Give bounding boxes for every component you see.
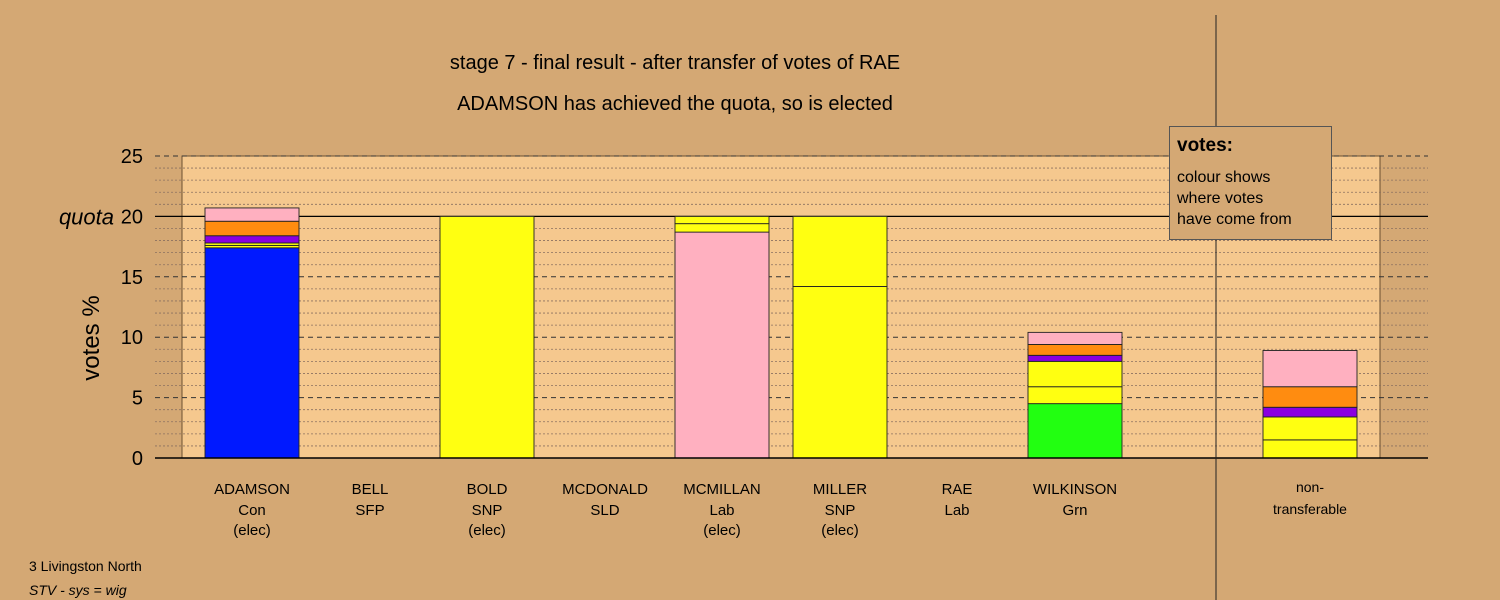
y-tick-label: 25 bbox=[121, 146, 143, 168]
y-tick-label: 15 bbox=[121, 267, 143, 289]
legend-line: have come from bbox=[1177, 211, 1292, 228]
bar-segment bbox=[204, 247, 300, 459]
legend-line: colour shows bbox=[1177, 169, 1271, 186]
category-party-label: Con bbox=[238, 502, 266, 519]
bar-segment bbox=[674, 223, 770, 233]
bar-segment bbox=[1262, 386, 1358, 408]
category-name-label: RAE bbox=[942, 481, 973, 498]
bar-segment bbox=[1262, 406, 1358, 418]
category-party-label: SNP bbox=[472, 502, 503, 519]
chart-subtitle: ADAMSON has achieved the quota, so is el… bbox=[457, 93, 893, 115]
category-status-label: (elec) bbox=[703, 522, 741, 539]
category-name-label: MCMILLAN bbox=[683, 481, 761, 498]
bar-segment bbox=[1027, 386, 1123, 405]
system-label: STV - sys = wig bbox=[29, 582, 127, 598]
legend-line: where votes bbox=[1177, 190, 1264, 207]
category-party-label: Grn bbox=[1062, 502, 1087, 519]
bar-segment bbox=[1027, 403, 1123, 459]
category-party-label: SNP bbox=[825, 502, 856, 519]
ward-label: 3 Livingston North bbox=[29, 558, 142, 574]
category-party-label: SFP bbox=[355, 502, 384, 519]
category-party-label: Lab bbox=[709, 502, 734, 519]
legend-title: votes: bbox=[1177, 135, 1233, 156]
bar-segment bbox=[792, 286, 888, 459]
bar-segment bbox=[204, 235, 300, 244]
bar-segment bbox=[204, 220, 300, 237]
bar-segment bbox=[792, 215, 888, 287]
y-tick-label: 0 bbox=[132, 448, 143, 470]
category-party-label: transferable bbox=[1273, 501, 1347, 517]
category-party-label: SLD bbox=[590, 502, 619, 519]
bar-segment bbox=[204, 207, 300, 222]
legend: votes: colour shows where votes have com… bbox=[1169, 126, 1332, 240]
category-name-label: ADAMSON bbox=[214, 481, 290, 498]
bar-segment bbox=[1262, 416, 1358, 441]
bar-segment bbox=[674, 215, 770, 225]
category-name-label: non- bbox=[1296, 479, 1324, 495]
category-name-label: MCDONALD bbox=[562, 481, 648, 498]
category-name-label: WILKINSON bbox=[1033, 481, 1117, 498]
y-tick-label: 20 bbox=[121, 206, 143, 228]
y-tick-label: 5 bbox=[132, 388, 143, 410]
chart-title: stage 7 - final result - after transfer … bbox=[449, 52, 901, 74]
bar-segment bbox=[1262, 439, 1358, 459]
y-axis-label: votes % bbox=[78, 295, 105, 380]
bar-segment bbox=[1027, 360, 1123, 388]
y-tick-label: 10 bbox=[121, 327, 143, 349]
category-status-label: (elec) bbox=[233, 522, 271, 539]
category-status-label: (elec) bbox=[821, 522, 859, 539]
bar-segment bbox=[674, 231, 770, 459]
category-status-label: (elec) bbox=[468, 522, 506, 539]
bar-segment bbox=[1027, 343, 1123, 356]
category-name-label: MILLER bbox=[813, 481, 867, 498]
category-name-label: BELL bbox=[352, 481, 389, 498]
category-name-label: BOLD bbox=[467, 481, 508, 498]
quota-label: quota bbox=[59, 204, 114, 229]
bar-segment bbox=[1262, 350, 1358, 388]
category-party-label: Lab bbox=[944, 502, 969, 519]
bar-segment bbox=[1027, 354, 1123, 362]
bar-segment bbox=[439, 215, 535, 459]
bar-segment bbox=[1027, 331, 1123, 345]
